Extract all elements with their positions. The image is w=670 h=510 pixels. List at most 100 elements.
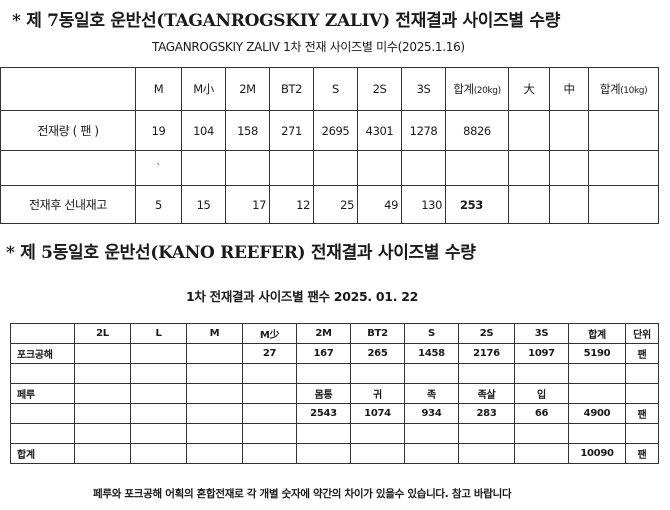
- cell: 족: [404, 383, 459, 404]
- cell: 2543: [296, 403, 351, 424]
- cell: 104: [181, 110, 226, 151]
- cell: [350, 443, 405, 464]
- cell: 66: [514, 403, 569, 424]
- cell: [130, 443, 187, 464]
- cell: 팬: [625, 443, 659, 464]
- section2-subtitle: 1차 전재결과 사이즈별 팬수 2025. 01. 22: [186, 289, 418, 304]
- cell: 10090: [568, 443, 626, 464]
- cell: [74, 383, 131, 404]
- cell: 17: [225, 185, 270, 224]
- table-row: 전재량 ( 팬 ) 19 104 158 271 2695 4301 1278 …: [0, 110, 659, 151]
- cell: [269, 150, 314, 186]
- header-cell: S: [313, 67, 358, 111]
- header-cell: M少: [242, 323, 297, 344]
- cell: [74, 403, 131, 424]
- header-cell: [0, 67, 136, 111]
- header-cell: 3S: [514, 323, 569, 344]
- cell: [404, 443, 459, 464]
- table-row: 포크공해 27 167 265 1458 2176 1097 5190 팬: [10, 343, 659, 364]
- cell: [242, 383, 297, 404]
- cell: [296, 443, 351, 464]
- cell: [242, 363, 297, 384]
- section2-heading: * 제 5동일호 운반선(KANO REEFER) 전재결과 사이즈별 수량: [6, 243, 476, 263]
- cell: 1097: [514, 343, 569, 364]
- header-cell: 단위: [625, 323, 659, 344]
- cell: [186, 363, 243, 384]
- cell: [242, 403, 297, 424]
- cell: [508, 150, 550, 186]
- cell: [625, 363, 659, 384]
- cell: 팬: [625, 343, 659, 364]
- row-label: [0, 150, 136, 186]
- cell: [357, 150, 402, 186]
- row-label: 페루: [10, 383, 75, 404]
- cell: [130, 403, 187, 424]
- cell: [568, 383, 626, 404]
- cell: 2176: [458, 343, 515, 364]
- table-row: [10, 423, 659, 444]
- cell: [568, 363, 626, 384]
- table-row: 페루 몸통 귀 족 족살 입: [10, 383, 659, 404]
- cell: [296, 363, 351, 384]
- cell: [74, 343, 131, 364]
- cell: 귀: [350, 383, 405, 404]
- transfer-table-2: 2L L M M少 2M BT2 S 2S 3S 합계 단위 포크공해 27 1…: [10, 323, 659, 464]
- table-row-total: 합계 10090 팬: [10, 443, 659, 464]
- header-cell: M: [186, 323, 243, 344]
- table-row: `: [0, 150, 659, 186]
- cell: 1074: [350, 403, 405, 424]
- cell: [625, 383, 659, 404]
- section1-subtitle: TAGANROGSKIY ZALIV 1차 전재 사이즈별 미수(2025.1.…: [152, 40, 465, 54]
- header-cell: 2M: [296, 323, 351, 344]
- cell: 167: [296, 343, 351, 364]
- cell: [404, 423, 459, 444]
- cell: [186, 343, 243, 364]
- row-label: [10, 363, 75, 384]
- cell: [130, 343, 187, 364]
- cell: 4301: [357, 110, 402, 151]
- cell: 265: [350, 343, 405, 364]
- cell: [588, 150, 659, 186]
- row-label: 포크공해: [10, 343, 75, 364]
- cell: 몸통: [296, 383, 351, 404]
- cell: [130, 423, 187, 444]
- cell: [130, 363, 187, 384]
- cell: [74, 423, 131, 444]
- cell: [74, 363, 131, 384]
- header-cell-total-20kg: 합계(20kg): [445, 67, 509, 111]
- cell: 130: [401, 185, 446, 224]
- cell: [313, 150, 358, 186]
- cell: [508, 185, 550, 224]
- cell: [508, 110, 550, 151]
- cell: [588, 185, 659, 224]
- cell: [458, 363, 515, 384]
- cell: 2695: [313, 110, 358, 151]
- header-cell: 2S: [458, 323, 515, 344]
- cell: 271: [269, 110, 314, 151]
- cell: [445, 150, 509, 186]
- cell: 4900: [568, 403, 626, 424]
- header-cell-total-10kg: 합계(10kg): [588, 67, 659, 111]
- cell: [588, 110, 659, 151]
- cell: [186, 443, 243, 464]
- cell: [242, 423, 297, 444]
- header-cell: BT2: [269, 67, 314, 111]
- cell: 12: [269, 185, 314, 224]
- cell: [186, 383, 243, 404]
- cell: [625, 423, 659, 444]
- footer-note: 페루와 포크공해 어획의 혼합전재로 각 개별 숫자에 약간의 차이가 있을수 …: [93, 488, 512, 500]
- row-label: [10, 423, 75, 444]
- header-cell: 2M: [225, 67, 270, 111]
- cell: 27: [242, 343, 297, 364]
- cell: 15: [181, 185, 226, 224]
- table-row: 전재후 선내재고 5 15 17 12 25 49 130 253: [0, 185, 659, 224]
- cell: [242, 443, 297, 464]
- cell: [514, 423, 569, 444]
- header-cell: 합계: [568, 323, 626, 344]
- cell: [350, 363, 405, 384]
- table-row: [10, 363, 659, 384]
- cell: `: [135, 150, 182, 186]
- cell: 8826: [445, 110, 509, 151]
- cell: [350, 423, 405, 444]
- header-cell: [10, 323, 75, 344]
